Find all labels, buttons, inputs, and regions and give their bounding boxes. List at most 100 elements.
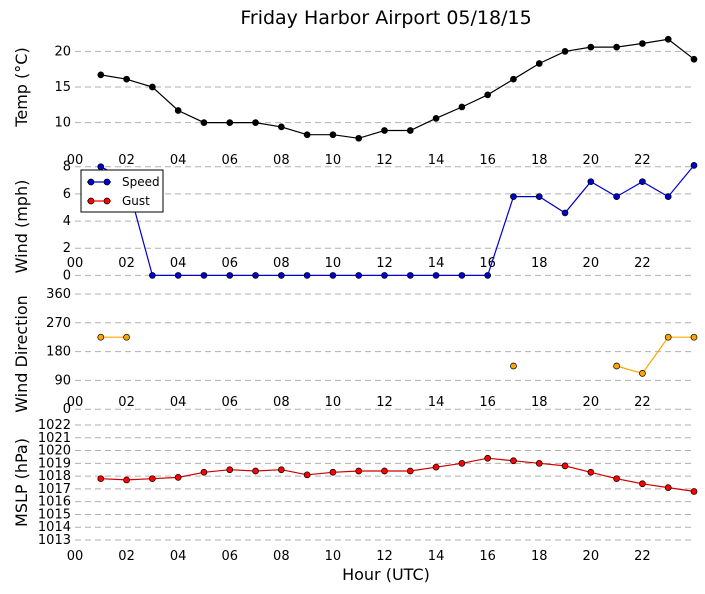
legend: Speed Gust (80, 169, 164, 213)
data-point (329, 468, 337, 476)
y-axis-label: MSLP (hPa) (12, 438, 31, 527)
x-tick-label: 06 (221, 153, 238, 168)
x-tick-label: 12 (376, 153, 393, 168)
x-tick-label: 22 (634, 256, 651, 271)
data-point (664, 193, 672, 200)
x-tick-label: 06 (221, 256, 238, 271)
x-tick-label: 08 (273, 256, 290, 271)
y-tick-label: 20 (54, 44, 71, 59)
x-tick-label: 20 (583, 256, 600, 271)
data-point (277, 272, 285, 279)
data-point (613, 475, 620, 483)
x-tick-label: 00 (67, 549, 84, 564)
x-tick-label: 08 (273, 153, 290, 168)
data-point (355, 134, 363, 142)
x-tick-label: 22 (634, 549, 651, 564)
x-tick-label: 14 (428, 549, 445, 564)
x-tick-label: 00 (67, 395, 84, 410)
data-point (406, 467, 414, 475)
data-point (381, 127, 388, 134)
legend-box (80, 169, 164, 213)
x-tick-label: 16 (479, 153, 496, 168)
data-point (381, 272, 388, 279)
x-tick-label: 14 (428, 395, 445, 410)
x-tick-label: 06 (221, 395, 238, 410)
data-point (587, 178, 595, 186)
y-tick-label: 1017 (38, 482, 71, 497)
data-point (510, 457, 517, 465)
x-tick-label: 00 (67, 256, 84, 271)
data-point (200, 119, 208, 126)
data-point (664, 333, 672, 341)
data-point (639, 40, 646, 47)
y-tick-label: 8 (63, 160, 71, 175)
data-point (484, 272, 492, 279)
y-tick-label: 0 (63, 268, 71, 283)
data-point (149, 272, 156, 279)
x-tick-label: 02 (118, 395, 135, 410)
y-tick-label: 1021 (38, 431, 71, 446)
data-point (587, 43, 595, 51)
data-point (226, 272, 234, 279)
data-point (355, 467, 363, 475)
legend-marker (87, 178, 95, 186)
panel-4: 1013101410151016101710181019102010211022… (12, 418, 698, 564)
data-point (277, 466, 285, 474)
data-point (432, 114, 440, 122)
y-tick-label: 1022 (38, 418, 71, 433)
panel-3: 0 90 180 270 360 Wind Direction 00 02 04 06 08 10 12… (12, 287, 698, 417)
data-point (123, 75, 130, 83)
y-tick-label: 15 (54, 80, 71, 95)
data-point (174, 272, 182, 279)
data-point (97, 71, 105, 79)
x-tick-label: 02 (118, 549, 135, 564)
y-tick-label: 1020 (38, 444, 71, 459)
y-tick-label: 1014 (38, 520, 71, 535)
x-tick-label: 08 (273, 395, 290, 410)
data-point (226, 466, 234, 474)
data-point (252, 119, 259, 126)
y-axis-label: Wind Direction (12, 295, 31, 413)
data-point (174, 107, 182, 114)
series-line (100, 457, 695, 492)
x-tick-label: 06 (221, 549, 238, 564)
x-tick-label: 10 (325, 395, 342, 410)
data-point (535, 459, 543, 467)
x-axis-label: Hour (UTC) (342, 565, 430, 584)
x-tick-label: 04 (170, 549, 187, 564)
data-point (303, 471, 311, 479)
y-tick-label: 1015 (38, 507, 71, 522)
data-point (484, 91, 492, 99)
y-tick-label: 1013 (38, 533, 71, 548)
x-tick-label: 12 (376, 256, 393, 271)
x-tick-label: 04 (170, 395, 187, 410)
y-tick-label: 270 (46, 316, 71, 331)
x-tick-label: 12 (376, 395, 393, 410)
data-point (149, 83, 156, 91)
data-point (432, 272, 440, 279)
data-point (406, 272, 414, 279)
legend-label: Speed (122, 175, 160, 189)
x-tick-label: 18 (531, 549, 548, 564)
data-point (252, 272, 259, 279)
x-tick-label: 00 (67, 153, 84, 168)
x-tick-label: 10 (325, 256, 342, 271)
x-tick-label: 22 (634, 395, 651, 410)
series-line (100, 165, 695, 276)
x-tick-label: 12 (376, 549, 393, 564)
data-point (535, 60, 543, 67)
x-tick-label: 14 (428, 256, 445, 271)
data-point (329, 272, 337, 279)
y-tick-label: 10 (54, 116, 71, 131)
data-point (510, 193, 517, 200)
data-point (690, 333, 698, 341)
panel-1: 10 15 20 Temp (°C) 00 02 04 06 08 10 12 14 16 18 20 22 (12, 35, 698, 168)
y-axis-label: Wind (mph) (12, 180, 31, 274)
x-tick-label: 14 (428, 153, 445, 168)
x-tick-label: 18 (531, 395, 548, 410)
y-tick-label: 6 (63, 187, 71, 202)
y-tick-label: 4 (63, 214, 71, 229)
data-point (561, 462, 569, 470)
data-point (458, 459, 466, 467)
